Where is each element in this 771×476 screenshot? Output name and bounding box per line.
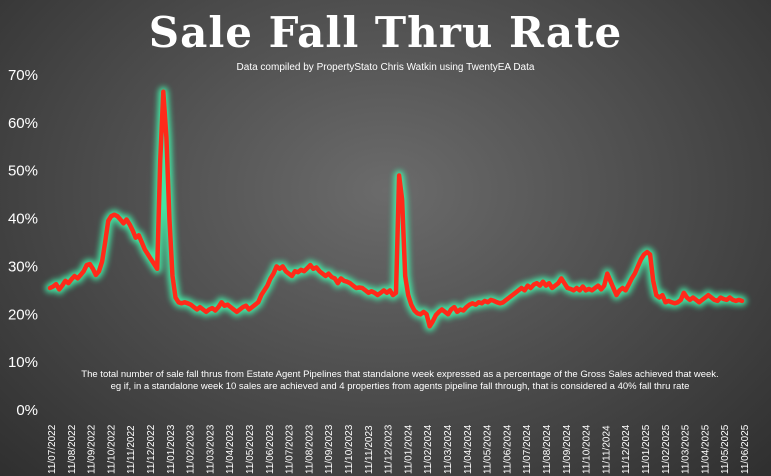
y-tick-label: 50% (8, 163, 38, 180)
x-tick-label: 11/11/2022 (126, 425, 137, 474)
series-line (47, 89, 745, 329)
x-tick-label: 11/03/2025 (681, 424, 692, 474)
x-tick-label: 11/09/2023 (324, 424, 335, 474)
x-tick-label: 11/03/2024 (443, 424, 454, 474)
x-tick-label: 11/04/2024 (463, 424, 474, 474)
x-tick-label: 11/12/2022 (146, 424, 157, 474)
x-tick-label: 11/01/2025 (641, 424, 652, 474)
x-tick-label: 11/08/2022 (67, 424, 78, 474)
note-line-2: eg if, in a standalone week 10 sales are… (110, 381, 690, 392)
y-tick-label: 70% (8, 67, 38, 84)
x-tick-label: 11/10/2023 (344, 424, 355, 474)
y-tick-label: 30% (8, 258, 38, 275)
x-tick-label: 11/09/2022 (87, 424, 98, 474)
x-tick-label: 11/03/2023 (205, 424, 216, 474)
x-tick-label: 11/04/2023 (225, 424, 236, 474)
x-tick-label: 11/10/2022 (106, 424, 117, 474)
x-tick-label: 11/02/2024 (423, 424, 434, 474)
x-tick-label: 11/11/2023 (364, 425, 375, 474)
x-tick-label: 11/01/2024 (403, 424, 414, 474)
y-tick-label: 0% (16, 402, 38, 419)
x-tick-label: 11/05/2023 (245, 424, 256, 474)
y-tick-label: 20% (8, 306, 38, 323)
x-tick-label: 11/05/2024 (483, 424, 494, 474)
x-tick-label: 11/06/2025 (740, 424, 751, 474)
x-tick-label: 11/08/2023 (304, 424, 315, 474)
y-axis: 0% 10% 20% 30% 40% 50% 60% 70% (8, 67, 38, 419)
x-tick-label: 11/04/2025 (700, 424, 711, 474)
x-axis: 11/07/2022 11/08/2022 11/09/2022 11/10/2022… (47, 424, 751, 474)
chart-note: The total number of sale fall thrus from… (30, 369, 770, 393)
x-tick-label: 11/07/2024 (522, 424, 533, 474)
y-tick-label: 40% (8, 211, 38, 228)
y-tick-label: 10% (8, 354, 38, 371)
x-tick-label: 11/12/2024 (621, 424, 632, 474)
x-tick-label: 11/02/2025 (661, 424, 672, 474)
x-tick-label: 11/06/2023 (265, 424, 276, 474)
x-tick-label: 11/01/2023 (166, 424, 177, 474)
x-tick-label: 11/06/2024 (502, 424, 513, 474)
x-tick-label: 11/09/2024 (562, 424, 573, 474)
chart-title: Sale Fall Thru Rate (148, 8, 623, 57)
x-tick-label: 11/08/2024 (542, 424, 553, 474)
chart-subtitle: Data compiled by PropertyStato Chris Wat… (236, 62, 535, 73)
x-tick-label: 11/02/2023 (186, 424, 197, 474)
x-tick-label: 11/07/2023 (285, 424, 296, 474)
note-line-1: The total number of sale fall thrus from… (81, 369, 719, 380)
y-tick-label: 60% (8, 115, 38, 132)
x-tick-label: 11/10/2024 (582, 424, 593, 474)
x-tick-label: 11/07/2022 (47, 424, 58, 474)
x-tick-label: 11/11/2024 (601, 425, 612, 474)
x-tick-label: 11/12/2023 (384, 424, 395, 474)
x-tick-label: 11/05/2025 (720, 424, 731, 474)
